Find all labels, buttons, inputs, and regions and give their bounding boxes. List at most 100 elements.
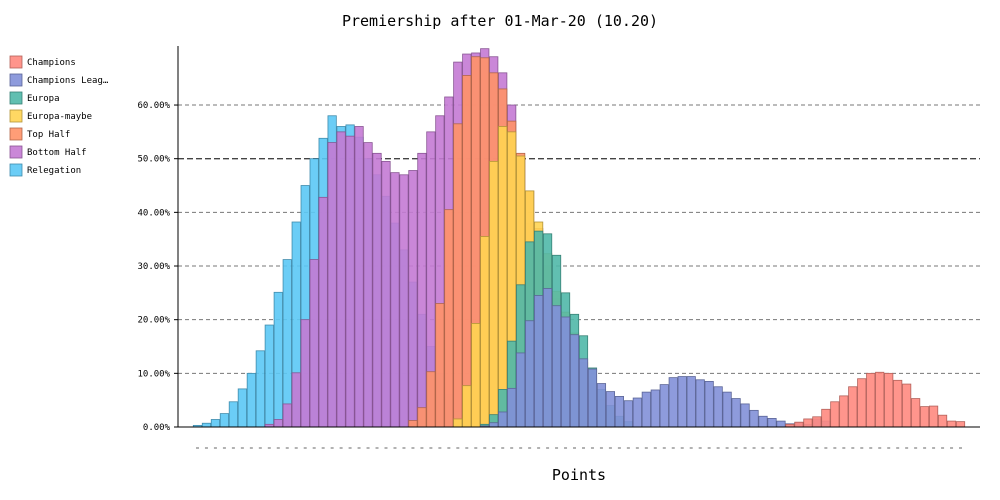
y-tick-label: 0.00% [143, 423, 171, 433]
bar [722, 391, 732, 428]
bar [767, 418, 777, 428]
bar [264, 324, 274, 428]
bar [677, 376, 687, 428]
bar [498, 126, 508, 428]
legend-label: Champions [27, 58, 76, 68]
legend-label: Europa-maybe [27, 112, 92, 122]
legend-label: Top Half [27, 130, 70, 140]
bar [587, 368, 598, 428]
bar [219, 413, 230, 428]
bar [390, 172, 400, 428]
series-champions [785, 371, 966, 428]
bar [794, 421, 804, 428]
bar [345, 135, 355, 428]
bar [408, 170, 418, 428]
bar [893, 379, 903, 428]
bar [928, 405, 939, 428]
bar [758, 415, 768, 428]
bar [453, 418, 463, 428]
bar [516, 352, 526, 428]
bar [955, 421, 966, 428]
bar [273, 291, 283, 428]
bar [659, 384, 669, 428]
bar [614, 396, 624, 428]
legend-item: Europa [9, 91, 60, 105]
legend-item: Champions [9, 55, 76, 69]
bar [937, 414, 948, 428]
bar [632, 397, 642, 428]
y-axis-ticks: 0.00% 10.00% 20.00% 30.00% 40.00% 50.00% 60.00… [137, 101, 178, 433]
bar [282, 259, 292, 428]
legend-swatch [9, 91, 23, 105]
bar [821, 408, 831, 428]
bar [803, 418, 813, 428]
bar [228, 401, 238, 428]
bar [596, 383, 607, 428]
x-axis-label: Points [552, 466, 606, 484]
bar [534, 295, 544, 428]
bar [749, 409, 759, 428]
bar [713, 386, 723, 428]
legend-label: Champions Leag… [27, 76, 109, 86]
bar [462, 75, 472, 428]
legend-swatch [9, 109, 23, 123]
y-tick-label: 40.00% [137, 208, 170, 218]
bar [327, 142, 337, 428]
bar [668, 377, 678, 428]
bar [354, 126, 364, 428]
bar [911, 398, 921, 428]
legend-label: Relegation [27, 166, 81, 176]
bar [444, 209, 454, 428]
y-tick-label: 60.00% [137, 101, 170, 111]
legend-swatch [9, 127, 23, 141]
bar [273, 419, 283, 428]
bar [731, 398, 741, 428]
bar [884, 372, 894, 428]
bar [318, 196, 328, 428]
bar [776, 420, 786, 428]
bar [417, 152, 427, 428]
bar [839, 395, 849, 428]
bar [489, 422, 499, 428]
y-tick-label: 50.00% [137, 155, 170, 165]
legend-label: Bottom Half [27, 148, 87, 158]
bar [471, 323, 481, 428]
bar [623, 400, 633, 428]
bar [363, 142, 373, 428]
bar [201, 422, 212, 428]
bar [875, 371, 885, 428]
bar [740, 403, 750, 428]
bar [489, 160, 499, 428]
bars [192, 48, 966, 428]
legend-item: Top Half [9, 127, 70, 141]
bar [946, 420, 957, 428]
bar [480, 236, 490, 428]
legend-swatch [9, 163, 23, 177]
bar [309, 259, 319, 428]
bar [605, 391, 616, 428]
bar [686, 376, 696, 428]
legend-item: Europa-maybe [9, 109, 92, 123]
bar [462, 385, 472, 428]
y-tick-label: 20.00% [137, 316, 170, 326]
legend: Champions Champions Leag… Europa Europa-may… [9, 55, 109, 177]
y-tick-label: 10.00% [137, 369, 170, 379]
bar [282, 403, 292, 428]
y-tick-label: 30.00% [137, 262, 170, 272]
bar [507, 387, 517, 428]
bar [542, 288, 553, 428]
bar [704, 380, 714, 428]
bar [291, 372, 301, 428]
bar [210, 419, 221, 428]
bar [525, 320, 535, 428]
bar [569, 334, 580, 428]
bar [902, 383, 912, 428]
bar [417, 407, 427, 428]
bar [399, 174, 409, 428]
legend-item: Relegation [9, 163, 81, 177]
legend-item: Bottom Half [9, 145, 87, 159]
bar [551, 305, 562, 428]
bar [381, 160, 391, 428]
legend-swatch [9, 145, 23, 159]
